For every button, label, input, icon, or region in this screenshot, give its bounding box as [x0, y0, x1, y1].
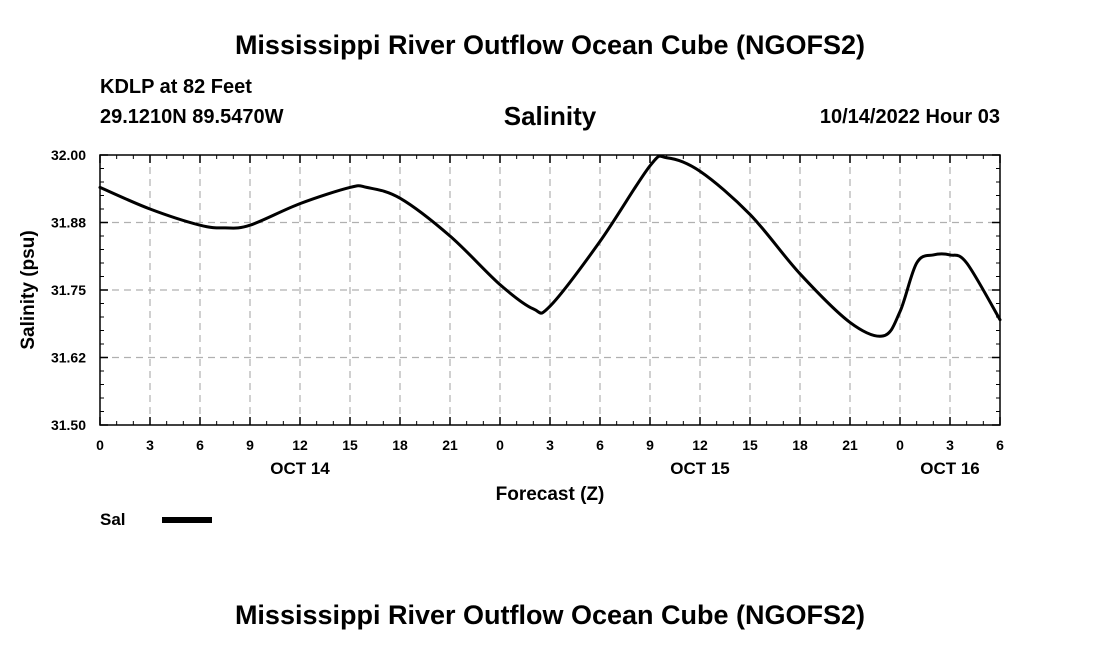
footer-title: Mississippi River Outflow Ocean Cube (NG… — [234, 600, 866, 630]
forecast-datetime: 10/14/2022 Hour 03 — [819, 106, 1000, 128]
legend-label: Sal — [100, 510, 126, 529]
x-tick-labels: 0 3 6 9 12 15 18 21 0 3 6 9 12 15 18 21 0 3 6 — [96, 437, 1004, 453]
x-tick-label: 18 — [792, 437, 808, 453]
station-label: KDLP at 82 Feet — [100, 76, 252, 98]
x-tick-label: 0 — [496, 437, 504, 453]
y-axis-label: Salinity (psu) — [18, 230, 39, 349]
x-tick-label: 0 — [896, 437, 904, 453]
x-tick-label: 0 — [96, 437, 104, 453]
x-tick-label: 21 — [442, 437, 458, 453]
grid-lines — [100, 155, 1000, 425]
chart-title: Mississippi River Outflow Ocean Cube (NG… — [234, 30, 866, 60]
variable-title: Salinity — [503, 101, 597, 131]
y-tick-label: 31.50 — [51, 417, 86, 433]
y-tick-label: 31.62 — [51, 350, 86, 366]
x-tick-label: 21 — [842, 437, 858, 453]
x-tick-label: 3 — [946, 437, 954, 453]
day-label: OCT 14 — [270, 459, 330, 478]
x-tick-label: 9 — [646, 437, 654, 453]
y-tick-label: 31.88 — [51, 215, 86, 231]
x-tick-label: 6 — [996, 437, 1004, 453]
y-tick-labels: 32.00 31.88 31.75 31.62 31.50 — [51, 147, 86, 433]
series-line-sal — [98, 154, 1002, 338]
x-tick-label: 15 — [742, 437, 758, 453]
x-tick-label: 12 — [692, 437, 708, 453]
x-tick-label: 9 — [246, 437, 254, 453]
day-label: OCT 15 — [670, 459, 730, 478]
x-tick-label: 12 — [292, 437, 308, 453]
y-tick-label: 31.75 — [51, 282, 86, 298]
plot-frame — [99, 154, 1001, 426]
y-tick-label: 32.00 — [51, 147, 86, 163]
x-tick-label: 18 — [392, 437, 408, 453]
x-tick-label: 3 — [146, 437, 154, 453]
day-label: OCT 16 — [920, 459, 980, 478]
day-labels: OCT 14 OCT 15 OCT 16 — [270, 459, 980, 478]
x-tick-label: 6 — [596, 437, 604, 453]
x-tick-label: 6 — [196, 437, 204, 453]
x-axis-label: Forecast (Z) — [496, 484, 605, 505]
station-coordinates: 29.1210N 89.5470W — [100, 106, 284, 128]
x-tick-label: 3 — [546, 437, 554, 453]
legend-swatch — [162, 517, 212, 523]
x-tick-label: 15 — [342, 437, 358, 453]
